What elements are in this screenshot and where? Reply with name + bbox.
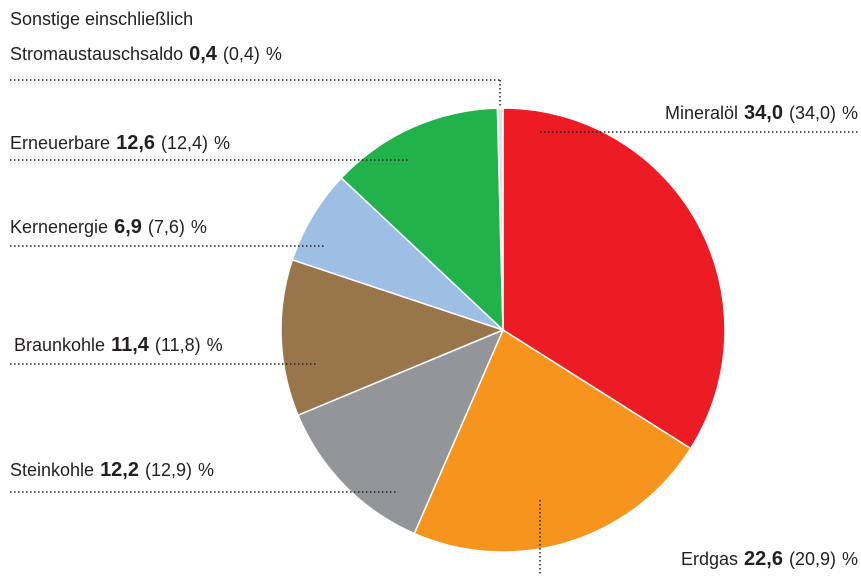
pie-slice	[413, 328, 692, 553]
unit-label: %	[206, 335, 223, 355]
pie-slice	[502, 107, 726, 450]
category-name: Kernenergie	[10, 217, 109, 237]
unit-label: %	[198, 460, 215, 480]
slice-label: Erneuerbare 12,6 (12,4)%	[10, 126, 230, 161]
value-label: 0,4	[189, 43, 217, 65]
category-name: Mineralöl	[664, 103, 739, 123]
slice-label: Sonstige einschließlich Stromaustauschsa…	[10, 2, 282, 72]
category-name: Steinkohle	[10, 460, 95, 480]
unit-label: %	[190, 217, 207, 237]
slice-label: Kernenergie 6,9 (7,6)%	[10, 210, 207, 245]
value-label: 11,4	[111, 334, 149, 356]
pie-slice	[280, 258, 506, 417]
category-name: Erdgas	[680, 549, 739, 569]
previous-value-label: (12,4)	[161, 133, 209, 153]
value-label: 6,9	[114, 216, 142, 238]
previous-value-label: (34,0)	[788, 103, 836, 123]
previous-value-label: (12,9)	[145, 460, 193, 480]
pie-slice	[340, 107, 504, 332]
slice-label: Steinkohle 12,2 (12,9)%	[10, 453, 214, 488]
category-name: Erneuerbare	[10, 133, 111, 153]
slice-label: Braunkohle 11,4 (11,8)%	[14, 328, 223, 363]
pie-slice	[297, 328, 505, 535]
unit-label: %	[841, 549, 858, 569]
previous-value-label: (0,4)	[222, 44, 260, 64]
pie-slice	[496, 107, 504, 331]
value-label: 12,2	[100, 459, 139, 481]
previous-value-label: (7,6)	[147, 217, 185, 237]
category-name: Sonstige einschließlich Stromaustauschsa…	[10, 9, 194, 64]
slice-label: Mineralöl 34,0 (34,0)%	[665, 96, 858, 131]
previous-value-label: (20,9)	[788, 549, 836, 569]
unit-label: %	[841, 103, 858, 123]
unit-label: %	[265, 44, 282, 64]
value-label: 12,6	[116, 132, 156, 154]
value-label: 22,6	[744, 548, 783, 570]
unit-label: %	[214, 133, 231, 153]
previous-value-label: (11,8)	[154, 335, 201, 355]
category-name: Braunkohle	[14, 335, 106, 355]
slice-label: Erdgas 22,6 (20,9)%	[681, 542, 858, 577]
value-label: 34,0	[744, 102, 783, 124]
